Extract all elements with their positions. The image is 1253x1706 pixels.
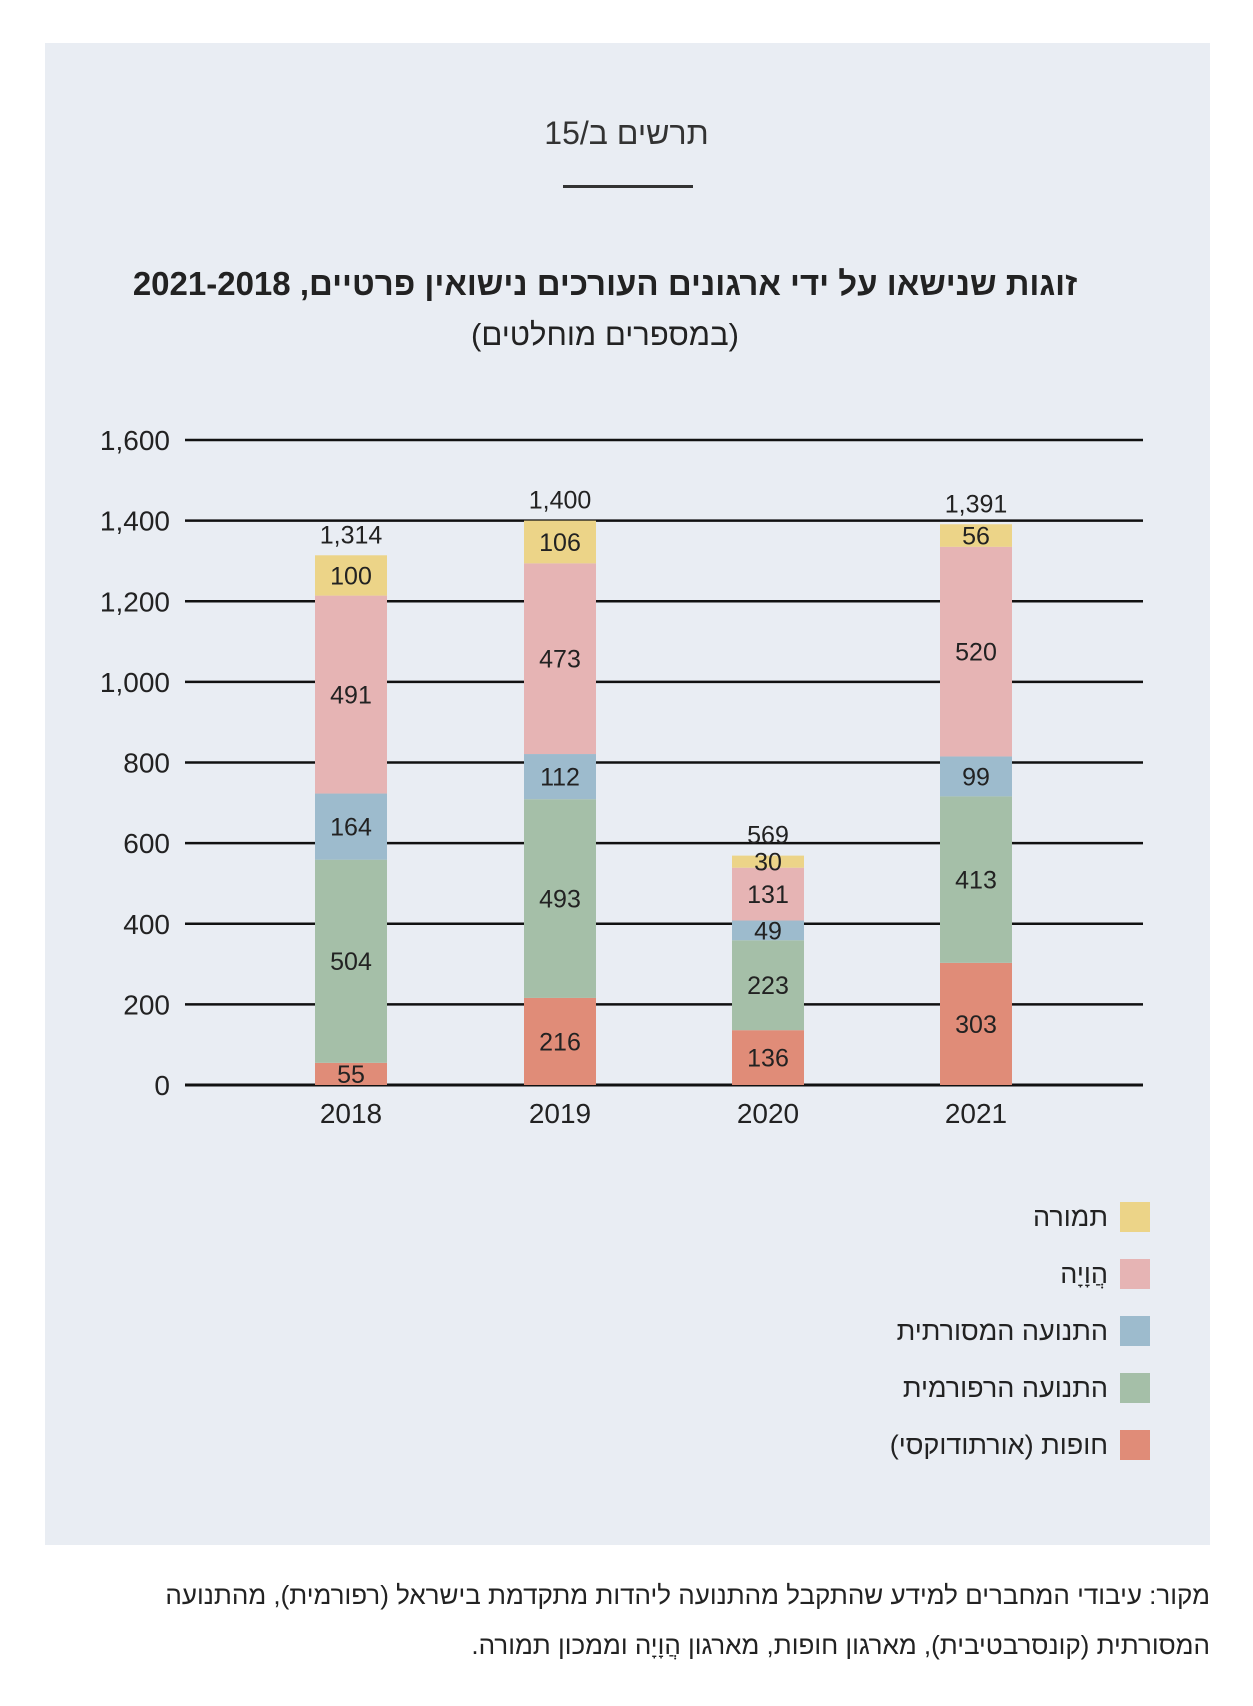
data-label: 303: [955, 1011, 997, 1039]
chart-panel: [45, 43, 1210, 1545]
data-label: 216: [539, 1028, 581, 1056]
bar-segment: [315, 793, 387, 860]
data-label: 493: [539, 886, 581, 914]
data-label: 106: [539, 529, 581, 557]
x-tick-label: 2018: [320, 1098, 382, 1129]
y-tick-label: 1,200: [100, 586, 170, 617]
figure-label-underline: [563, 185, 693, 188]
legend-swatch: [1120, 1316, 1150, 1346]
bar-segment: [732, 855, 804, 868]
data-label: 491: [330, 682, 372, 710]
legend-label: חופות (אורתודוקסי): [889, 1429, 1108, 1460]
y-tick-label: 200: [123, 989, 170, 1020]
legend-swatch: [1120, 1202, 1150, 1232]
figure-label: תרשים ב/15: [544, 115, 709, 151]
total-label: 1,314: [320, 521, 383, 549]
legend-label: הֲוָיָה: [1060, 1258, 1108, 1289]
data-label: 131: [747, 881, 789, 909]
bar-segment: [315, 555, 387, 596]
y-tick-label: 800: [123, 748, 170, 779]
y-tick-label: 1,000: [100, 667, 170, 698]
data-label: 223: [747, 972, 789, 1000]
bar-segment: [524, 997, 596, 1085]
bar-segment: [315, 595, 387, 794]
source-note: מקור: עיבודי המחברים למידע שהתקבל מהתנוע…: [165, 1580, 1210, 1660]
y-tick-label: 600: [123, 828, 170, 859]
bar-segment: [940, 546, 1012, 757]
legend-item: תמורה: [1033, 1200, 1150, 1234]
data-label: 49: [754, 917, 782, 945]
bar-segment: [940, 962, 1012, 1085]
data-label: 99: [962, 763, 990, 791]
data-label: 100: [330, 562, 372, 590]
legend-item: התנועה המסורתית: [897, 1314, 1150, 1348]
data-label: 413: [955, 867, 997, 895]
bar-segment: [732, 1030, 804, 1085]
bar-segment: [940, 756, 1012, 797]
legend-item: חופות (אורתודוקסי): [890, 1428, 1150, 1462]
x-tick-label: 2020: [737, 1098, 799, 1129]
legend-label: תמורה: [1033, 1201, 1108, 1232]
bar-segment: [524, 754, 596, 800]
bar-segment: [315, 1062, 387, 1085]
bar-segment: [940, 796, 1012, 963]
y-tick-label: 1,600: [100, 425, 170, 456]
stacked-bar-chart: 0 200 400 600 800 1,000 1,200 1,400 1,600 55 504 16…: [100, 425, 1143, 1129]
legend-item: התנועה הרפורמית: [903, 1371, 1150, 1405]
legend-swatch: [1120, 1259, 1150, 1289]
chart-subtitle: (במספרים מוחלטים): [471, 317, 739, 352]
data-label: 504: [330, 948, 372, 976]
data-label: 164: [330, 814, 372, 842]
y-tick-label: 1,400: [100, 506, 170, 537]
data-label: 112: [540, 764, 580, 792]
bar-segment: [732, 867, 804, 921]
bar-segment: [732, 920, 804, 941]
data-label: 520: [955, 639, 997, 667]
bar-segment: [940, 524, 1012, 547]
bar-segment: [524, 563, 596, 755]
bar-segment: [732, 940, 804, 1031]
bar-segment: [524, 520, 596, 564]
chart-title: זוגות שנישאו על ידי ארגונים העורכים נישו…: [132, 265, 1078, 302]
data-label: 55: [337, 1061, 365, 1089]
legend-swatch: [1120, 1430, 1150, 1460]
data-label: 30: [754, 849, 782, 877]
data-label: 136: [747, 1045, 789, 1073]
y-tick-label: 400: [123, 909, 170, 940]
total-label: 1,391: [945, 490, 1008, 518]
x-tick-label: 2021: [945, 1098, 1007, 1129]
y-tick-label: 0: [154, 1070, 170, 1101]
data-label: 56: [962, 523, 990, 551]
legend-swatch: [1120, 1373, 1150, 1403]
total-label: 1,400: [529, 487, 592, 515]
bar-segment: [315, 859, 387, 1063]
legend-label: התנועה הרפורמית: [902, 1372, 1108, 1403]
legend-label: התנועה המסורתית: [896, 1315, 1108, 1346]
data-label: 473: [539, 646, 581, 674]
total-label: 569: [747, 822, 789, 850]
bar-segment: [524, 799, 596, 998]
x-tick-label: 2019: [529, 1098, 591, 1129]
legend-item: הֲוָיָה: [1060, 1257, 1150, 1291]
